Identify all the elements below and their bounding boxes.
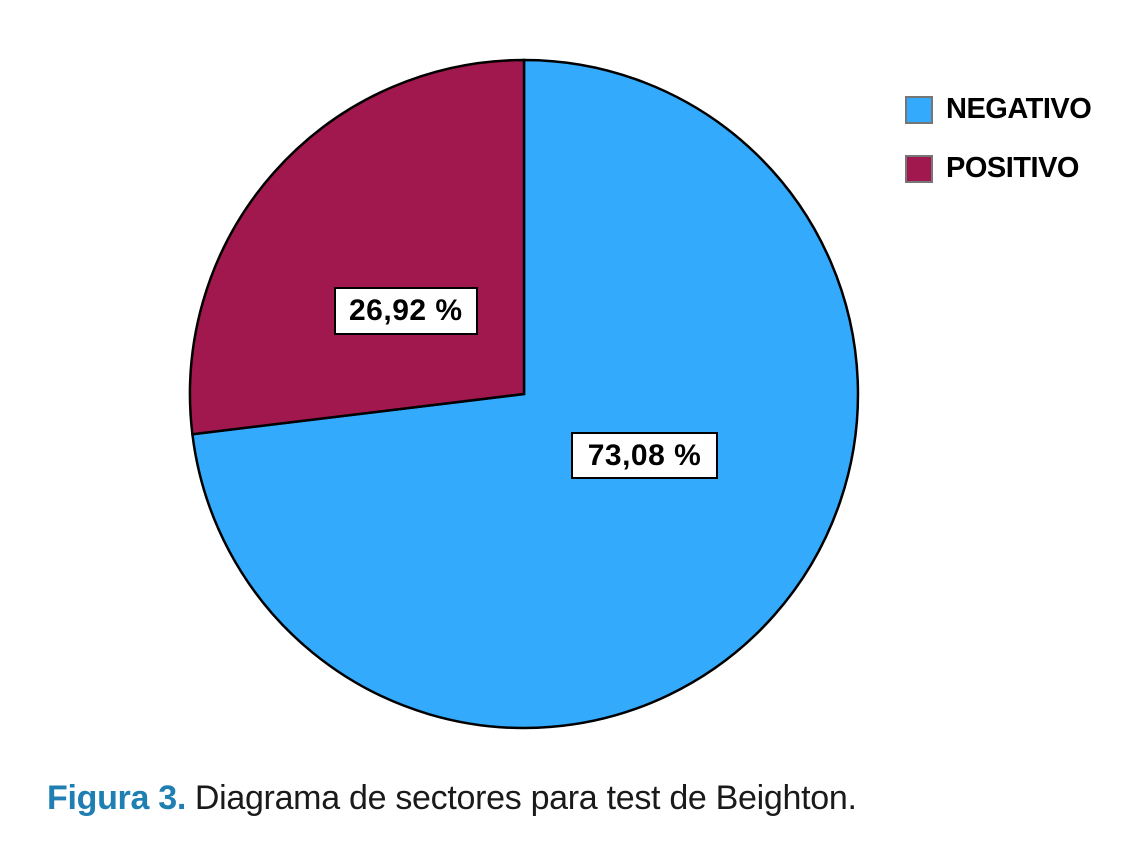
legend: NEGATIVO POSITIVO	[905, 93, 1092, 185]
legend-item-positivo: POSITIVO	[905, 152, 1091, 185]
legend-swatch-negativo-icon	[905, 95, 933, 124]
pie-slice-positivo	[188, 58, 526, 436]
figure-caption-prefix: Figura 3.	[47, 779, 186, 817]
legend-swatch-positivo-icon	[905, 154, 933, 183]
slice-value-label-negativo: 73,08 %	[571, 432, 718, 479]
legend-item-negativo: NEGATIVO	[905, 93, 1092, 126]
figure-caption: Figura 3. Diagrama de sectores para test …	[47, 779, 857, 818]
legend-label-positivo: POSITIVO	[946, 152, 1079, 184]
legend-label-negativo: NEGATIVO	[946, 93, 1092, 125]
figure-caption-text: Diagrama de sectores para test de Beight…	[194, 779, 857, 817]
slice-value-label-positivo: 26,92 %	[334, 287, 478, 335]
